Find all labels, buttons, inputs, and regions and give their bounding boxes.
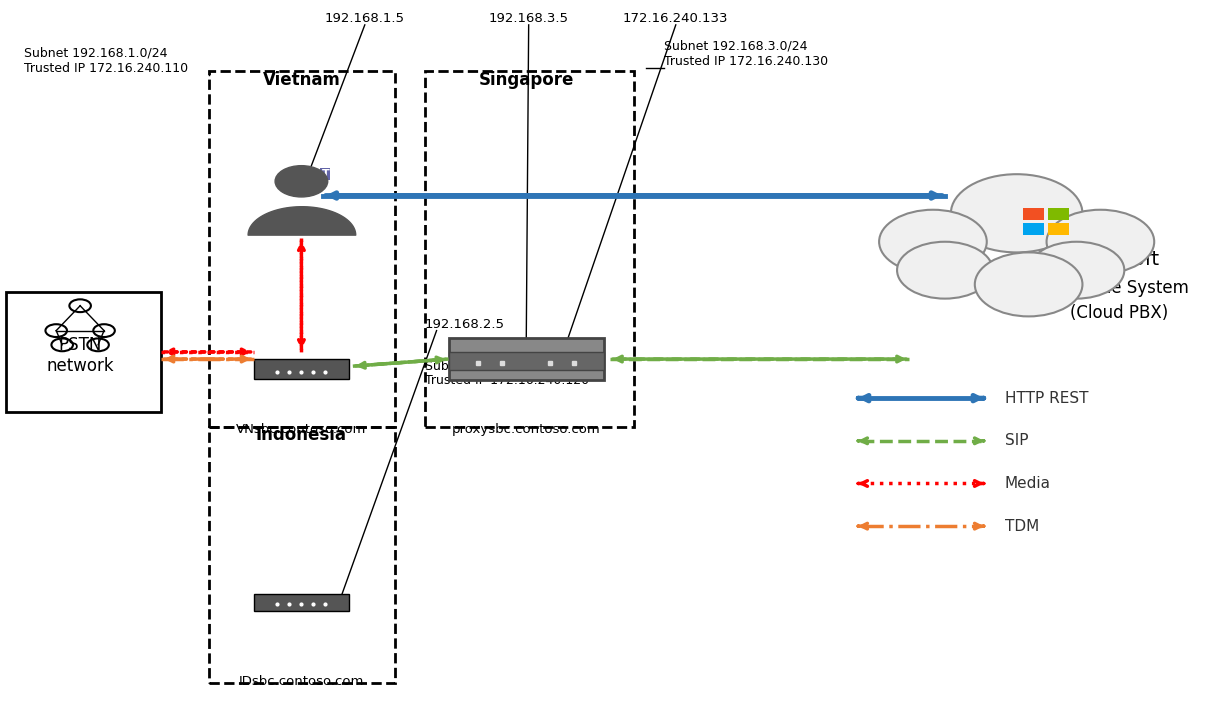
Text: Media: Media xyxy=(1004,476,1051,491)
Text: Phone System: Phone System xyxy=(1070,279,1189,297)
Circle shape xyxy=(275,166,328,197)
FancyBboxPatch shape xyxy=(254,594,349,611)
Text: 192.168.2.5: 192.168.2.5 xyxy=(424,318,505,331)
Text: (Cloud PBX): (Cloud PBX) xyxy=(1070,304,1169,322)
Circle shape xyxy=(975,252,1082,316)
Circle shape xyxy=(1029,242,1125,299)
Text: Subnet 192.168.2.0/24
Trusted IP 172.16.240.120: Subnet 192.168.2.0/24 Trusted IP 172.16.… xyxy=(424,360,589,387)
FancyBboxPatch shape xyxy=(1048,223,1069,235)
Text: Subnet 192.168.1.0/24
Trusted IP 172.16.240.110: Subnet 192.168.1.0/24 Trusted IP 172.16.… xyxy=(24,47,188,75)
Text: Singapore: Singapore xyxy=(479,71,574,89)
Text: IDsbc.contoso.com: IDsbc.contoso.com xyxy=(238,675,364,688)
Text: proxysbc.contoso.com: proxysbc.contoso.com xyxy=(452,423,601,436)
FancyBboxPatch shape xyxy=(1023,223,1045,235)
Circle shape xyxy=(879,210,986,274)
FancyBboxPatch shape xyxy=(254,359,349,379)
Text: 192.168.3.5: 192.168.3.5 xyxy=(489,12,569,25)
Text: SIP: SIP xyxy=(1004,433,1029,449)
Text: Microsoft: Microsoft xyxy=(1070,250,1160,269)
Text: Subnet 192.168.3.0/24
Trusted IP 172.16.240.130: Subnet 192.168.3.0/24 Trusted IP 172.16.… xyxy=(664,40,828,68)
Circle shape xyxy=(1047,210,1154,274)
FancyBboxPatch shape xyxy=(1023,208,1045,220)
FancyBboxPatch shape xyxy=(449,352,604,370)
FancyBboxPatch shape xyxy=(1048,208,1069,220)
Circle shape xyxy=(897,242,992,299)
Text: 192.168.1.5: 192.168.1.5 xyxy=(325,12,405,25)
Text: T: T xyxy=(321,169,330,179)
Text: TDM: TDM xyxy=(1004,518,1038,534)
Text: HTTP REST: HTTP REST xyxy=(1004,390,1088,406)
Text: VNsbc.contoso.com: VNsbc.contoso.com xyxy=(236,423,366,436)
Text: Indonesia: Indonesia xyxy=(255,427,347,444)
Text: Vietnam: Vietnam xyxy=(263,71,340,89)
Text: PSTN
network: PSTN network xyxy=(46,336,114,375)
FancyBboxPatch shape xyxy=(449,338,604,380)
Circle shape xyxy=(951,174,1082,252)
Text: 172.16.240.133: 172.16.240.133 xyxy=(623,12,728,25)
